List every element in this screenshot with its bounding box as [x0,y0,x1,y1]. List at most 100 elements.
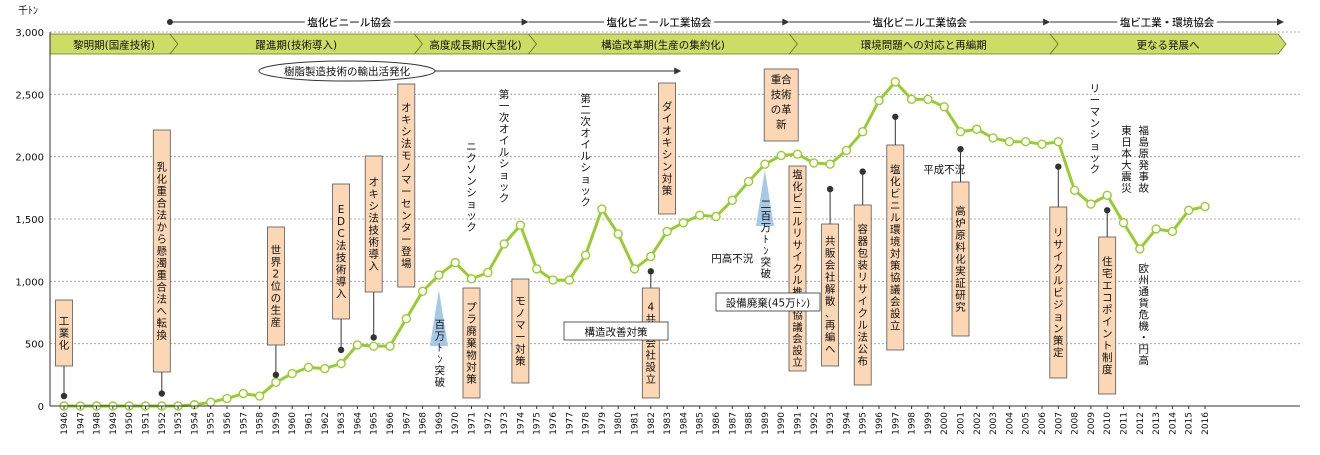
svg-text:オ: オ [368,177,379,189]
svg-text:大: 大 [1121,159,1132,172]
y-tick-label: 500 [25,340,44,351]
data-point [450,257,460,268]
svg-text:百: 百 [435,319,446,331]
x-tick-label: 1951 [142,412,152,435]
event-label: 4共販会社設立 [646,302,657,386]
svg-text:ー: ー [401,234,412,246]
x-tick-label: 1972 [484,412,494,435]
data-point [1135,244,1145,254]
svg-text:ク: ク [1090,164,1101,176]
data-point [825,159,835,169]
annotation-box [563,321,669,341]
svg-text:立: 立 [890,319,901,332]
x-tick-label: 1963 [337,412,347,435]
event-box [152,129,171,373]
svg-text:推: 推 [792,285,803,298]
svg-text:合: 合 [157,197,168,210]
svg-text:策: 策 [662,184,673,197]
svg-text:住: 住 [1102,255,1113,268]
x-tick-label: 1993 [826,412,836,435]
svg-text:ン: ン [401,210,412,222]
x-tick-label: 1992 [810,412,820,435]
x-tick-label: 1985 [696,412,706,435]
svg-text:法: 法 [368,212,379,225]
x-tick-label: 1960 [288,412,298,435]
svg-text:第: 第 [580,92,591,105]
x-tick-label: 1947 [76,412,86,435]
x-tick-label: 1990 [777,412,787,435]
data-point [858,127,868,137]
svg-text:円: 円 [1139,344,1150,356]
svg-text:コ: コ [1102,292,1113,304]
svg-text:キ: キ [368,189,379,201]
svg-text:マ: マ [401,174,412,186]
svg-text:の: の [271,293,282,305]
event-label: 新 [776,118,787,131]
svg-text:原: 原 [955,230,966,242]
svg-text:二: 二 [761,199,772,211]
data-point [906,94,917,105]
svg-text:合: 合 [157,281,168,294]
data-point [955,127,966,137]
svg-text:へ: へ [157,306,168,318]
svg-text:事: 事 [1139,170,1150,183]
svg-text:ポ: ポ [1102,304,1113,316]
data-point [1069,185,1080,196]
svg-text:モ: モ [515,296,526,308]
svg-text:サ: サ [857,284,868,296]
era-chevron [1049,33,1287,55]
x-tick-label: 1946 [60,412,70,435]
svg-text:ニ: ニ [466,141,477,153]
svg-text:へ: へ [825,344,836,356]
data-point [972,124,982,134]
svg-text:ビ: ビ [1053,287,1064,299]
svg-text:、: 、 [825,308,836,320]
svg-text:環: 環 [890,224,901,236]
svg-text:器: 器 [857,236,868,248]
svg-text:術: 術 [368,236,379,249]
svg-text:ッ: ッ [499,181,510,193]
data-point [809,158,819,168]
svg-text:オ: オ [401,102,412,114]
x-tick-label: 1980 [614,412,624,435]
x-tick-label: 1986 [712,412,722,435]
svg-text:州: 州 [1139,275,1150,287]
x-tick-label: 1967 [402,412,412,435]
y-tick-label: 0 [38,402,44,413]
x-tick-label: 1971 [468,412,478,435]
data-point [841,145,852,156]
svg-text:ン: ン [1053,323,1064,335]
x-tick-label: 2013 [1152,412,1162,435]
svg-text:シ: シ [368,201,379,213]
svg-text:次: 次 [580,115,591,128]
x-tick-label: 1988 [745,412,755,435]
svg-text:百: 百 [761,211,772,223]
svg-text:共: 共 [825,236,836,248]
svg-text:塩: 塩 [792,168,803,181]
svg-text:炉: 炉 [955,218,966,230]
x-tick-label: 1969 [435,412,445,435]
annotation-label: 設備廃棄(45万ﾄﾝ) [726,297,811,310]
svg-text:棄: 棄 [466,337,477,350]
event-label: 技術 [771,88,792,101]
svg-text:ク: ク [466,222,477,234]
svg-text:法: 法 [157,209,168,222]
svg-text:シ: シ [401,126,412,138]
x-tick-label: 1983 [663,412,673,435]
svg-text:ダ: ダ [662,100,673,113]
svg-text:ル: ル [499,147,510,159]
data-point [1004,137,1015,147]
svg-text:重: 重 [157,185,168,198]
svg-text:実: 実 [955,265,966,278]
event-box [364,155,383,293]
event-label: 工業化 [59,316,70,352]
svg-text:ョ: ョ [1053,311,1064,323]
svg-text:リ: リ [1090,83,1101,95]
x-tick-label: 1948 [93,412,103,435]
